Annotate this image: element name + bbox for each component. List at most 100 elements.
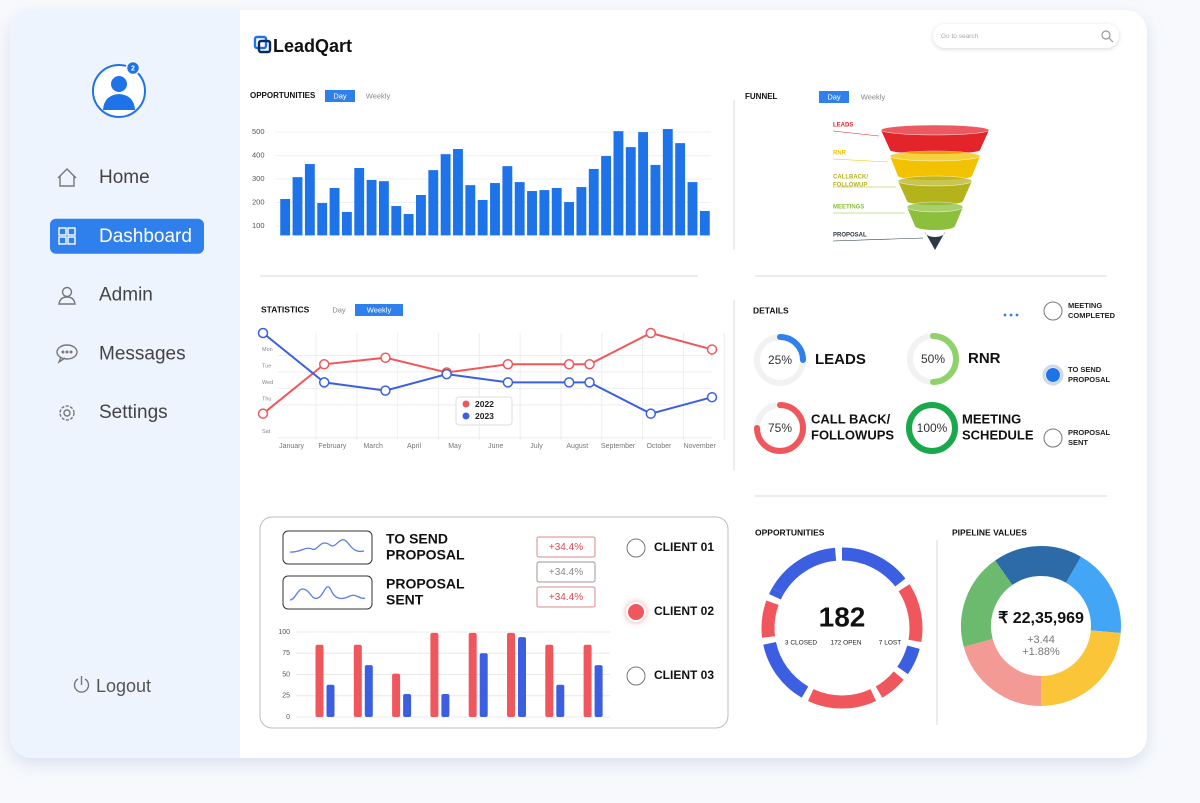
search-placeholder[interactable]: Go to search (941, 33, 979, 40)
tab-active[interactable] (819, 91, 849, 103)
logout-icon (73, 676, 90, 693)
option-label[interactable]: TO SEND (1068, 365, 1102, 374)
option-label[interactable]: PROPOSAL (1068, 375, 1111, 384)
sparklines (282, 530, 373, 610)
dashboard-icon (58, 227, 76, 245)
option-label[interactable]: SENT (1068, 438, 1088, 447)
radio[interactable] (1043, 428, 1063, 448)
tab-active[interactable] (325, 90, 355, 102)
option-label[interactable]: COMPLETED (1068, 311, 1116, 320)
logout[interactable]: Logout (96, 676, 151, 696)
nav-item[interactable]: Settings (99, 402, 168, 423)
bar (364, 665, 373, 717)
search-box[interactable] (933, 24, 1119, 48)
more-dot[interactable] (1015, 313, 1019, 317)
item-label: PROPOSAL (386, 547, 465, 563)
section-title: OPPORTUNITIES (755, 527, 825, 537)
avatar[interactable] (92, 60, 146, 118)
pie-segment (1065, 556, 1121, 633)
bar (378, 181, 389, 236)
chart-title: FUNNEL (745, 92, 778, 101)
donut-stat: 7 LOST (879, 640, 901, 647)
pipeline-change: +3.44 (1027, 634, 1055, 646)
section-title: PIPELINE VALUES (952, 527, 1027, 537)
radio[interactable] (626, 602, 646, 622)
gauge-label: 75% (768, 421, 792, 435)
bar (403, 214, 414, 236)
y-tick-label: Tue (262, 363, 271, 369)
gauge (754, 402, 806, 454)
nav-item[interactable]: Messages (99, 343, 186, 364)
option-label[interactable]: MEETING (1068, 301, 1102, 310)
radio-dot[interactable] (1046, 368, 1060, 382)
gauge (930, 333, 959, 385)
nav-item[interactable]: Dashboard (99, 226, 192, 247)
tab[interactable]: Weekly (366, 91, 391, 100)
ring-segment (763, 641, 809, 698)
point (706, 344, 718, 355)
bar (280, 199, 291, 236)
y-tick-label: 75 (282, 650, 290, 657)
x-tick-label: January (279, 443, 304, 450)
tab[interactable]: Weekly (861, 92, 886, 101)
funnel-top (889, 150, 981, 162)
donut-total: 182 (819, 601, 866, 632)
ring-segment (761, 600, 779, 638)
client-label[interactable]: CLIENT 03 (654, 668, 714, 682)
more-dot[interactable] (1003, 313, 1007, 317)
bar (583, 644, 592, 717)
nav-active[interactable] (50, 218, 204, 254)
messages-icon (56, 344, 78, 364)
funnel-stage (925, 232, 945, 250)
tab-active[interactable] (355, 304, 403, 316)
radio[interactable] (626, 666, 646, 686)
sidebar (10, 10, 240, 758)
bar (699, 210, 710, 236)
option-label[interactable]: PROPOSAL (1068, 428, 1111, 437)
bar (354, 168, 365, 236)
bar (428, 170, 439, 236)
client-label[interactable]: CLIENT 01 (654, 540, 714, 554)
bar (453, 148, 463, 236)
radio[interactable] (1043, 301, 1063, 321)
nav-item[interactable]: Admin (99, 285, 153, 306)
settings-icon (59, 405, 75, 421)
brand: LeadQart (273, 36, 352, 56)
point (563, 377, 575, 388)
pie-segment (961, 560, 1013, 647)
tab[interactable]: Day (827, 92, 841, 101)
x-tick-label: May (448, 443, 462, 450)
bar (662, 129, 673, 236)
bar (687, 182, 698, 236)
funnel-stage (898, 181, 972, 205)
funnel-connector (832, 130, 880, 137)
tab[interactable]: Day (333, 91, 347, 100)
bar (545, 644, 554, 717)
point (380, 385, 391, 396)
point (318, 359, 330, 370)
y-tick-label: 100 (252, 221, 265, 230)
bar (613, 131, 624, 236)
bar (392, 673, 401, 717)
nav-item[interactable]: Home (99, 167, 150, 188)
funnel-top (880, 124, 990, 136)
tab[interactable]: Weekly (367, 305, 392, 314)
y-tick-label: 0 (286, 714, 290, 721)
funnel-top (897, 175, 973, 187)
y-tick-label: Mon (262, 347, 273, 353)
radio[interactable] (626, 538, 646, 558)
client-label[interactable]: CLIENT 02 (654, 604, 714, 618)
pie-segment (1040, 629, 1121, 706)
detail-label: SCHEDULE (962, 427, 1034, 442)
tab[interactable]: Day (332, 305, 346, 314)
ring-segment (841, 547, 906, 587)
point (257, 327, 269, 339)
bar (391, 206, 402, 236)
dividers (260, 100, 1107, 725)
bar (507, 632, 515, 717)
bar (341, 211, 352, 236)
pie-segment (963, 638, 1042, 706)
more-dot[interactable] (1009, 313, 1013, 317)
